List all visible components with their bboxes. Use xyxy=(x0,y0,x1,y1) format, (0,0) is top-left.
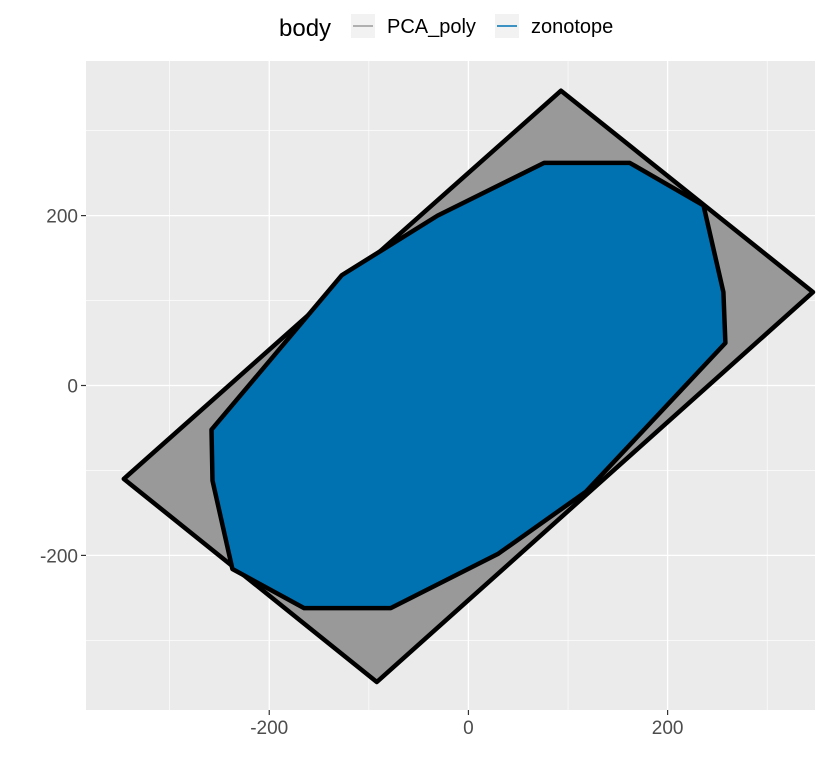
x-tick-label: -200 xyxy=(250,718,288,739)
x-tick-label: 200 xyxy=(652,718,684,739)
legend-label-pca-poly: PCA_poly xyxy=(387,16,476,38)
y-tick-label: -200 xyxy=(40,546,78,567)
polygon-zonotope xyxy=(209,160,728,611)
polygons xyxy=(121,88,816,685)
y-tick-label: 0 xyxy=(67,377,78,398)
legend-title: body xyxy=(279,15,331,42)
y-axis: -200 0 200 xyxy=(40,207,86,567)
legend-label-zonotope: zonotope xyxy=(531,16,613,38)
x-tick-label: 0 xyxy=(463,718,474,739)
y-tick-label: 200 xyxy=(46,207,78,228)
x-axis: -200 0 200 xyxy=(250,710,683,739)
legend: body PCA_poly zonotope xyxy=(279,14,613,42)
